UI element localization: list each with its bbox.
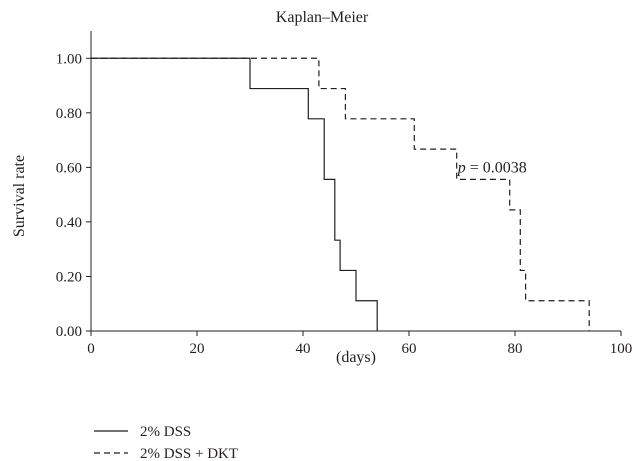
x-axis-label: (days) [336, 349, 376, 366]
y-tick-label: 1.00 [56, 51, 82, 67]
x-tick-label: 60 [402, 341, 417, 357]
y-tick-label: 0.40 [56, 215, 82, 231]
series-line-dss-dkt [91, 57, 590, 331]
y-tick-label: 0.00 [56, 324, 82, 340]
legend-label: 2% DSS [140, 424, 191, 440]
p-value-annotation: p = 0.0038 [457, 159, 527, 176]
y-tick-label: 0.80 [56, 106, 82, 122]
x-tick-label: 20 [190, 341, 205, 357]
x-tick-label: 40 [296, 341, 311, 357]
legend: 2% DSS 2% DSS + DKT [94, 424, 238, 461]
axes: 0 20 40 60 80 100 0.00 0.20 0.40 0.60 0.80 1.00 [56, 31, 632, 357]
x-tick-label: 80 [508, 341, 523, 357]
legend-label: 2% DSS + DKT [140, 446, 238, 461]
p-value-symbol: p [457, 159, 466, 176]
series-line-dss [91, 57, 378, 331]
y-tick-label: 0.60 [56, 160, 82, 176]
chart-title: Kaplan–Meier [276, 9, 369, 26]
series-layer [91, 57, 590, 331]
x-tick-label: 0 [87, 341, 95, 357]
x-tick-label: 100 [610, 341, 632, 357]
p-value-text: = 0.0038 [466, 159, 527, 176]
y-tick-label: 0.20 [56, 269, 82, 285]
y-axis-label: Survival rate [11, 155, 28, 237]
